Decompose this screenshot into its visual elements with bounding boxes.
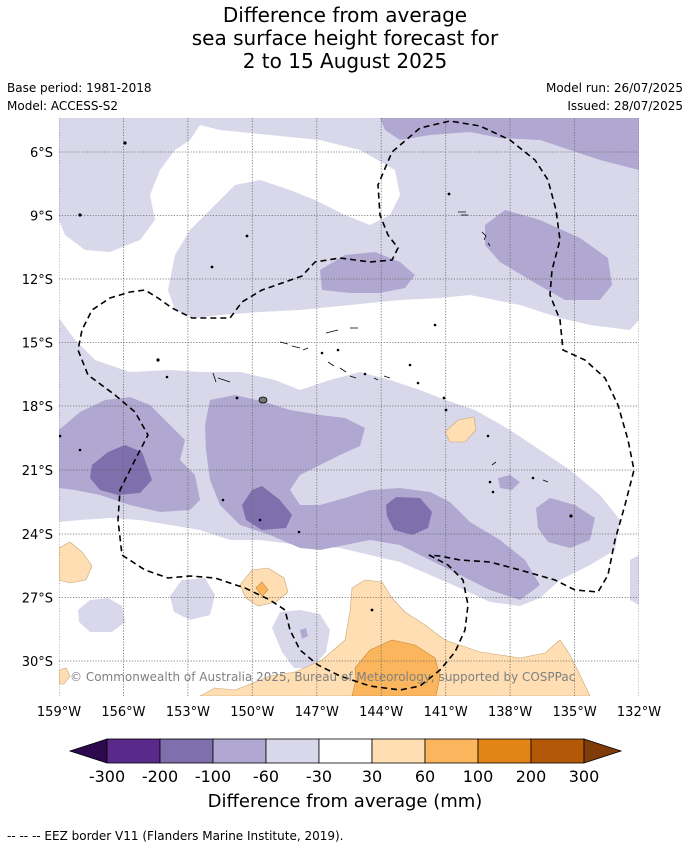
lat-label: 12°S (22, 273, 53, 288)
lat-label: 15°S (22, 337, 53, 352)
lat-label: 21°S (22, 464, 53, 479)
colorbar-bin (371, 738, 426, 764)
colorbar-bin (106, 738, 161, 764)
colorbar-bin (265, 738, 320, 764)
model-run: Model run: 26/07/2025 (545, 81, 683, 95)
colorbar: -300 -200 -100 -60 -30 30 60 100 200 300 (68, 738, 623, 786)
colorbar-bin (212, 738, 267, 764)
lon-label: 135°W (553, 705, 597, 720)
colorbar-bin (318, 738, 373, 764)
colorbar-tick-label: -200 (142, 767, 178, 786)
colorbar-tick-label: 30 (362, 767, 382, 786)
lon-label: 138°W (488, 705, 532, 720)
islands (59, 141, 573, 612)
colorbar-tick-label: 200 (516, 767, 547, 786)
model-name: Model: ACCESS-S2 (7, 99, 119, 113)
title-line-3: 2 to 15 August 2025 (242, 49, 448, 73)
lat-label: 9°S (30, 210, 53, 225)
lon-label: 156°W (101, 705, 145, 720)
colorbar-bin (477, 738, 532, 764)
lon-label: 159°W (37, 705, 81, 720)
colorbar-tick-label: 100 (463, 767, 494, 786)
copyright-text: © Commonwealth of Australia 2025, Bureau… (70, 670, 575, 684)
colorbar-tick-label: 60 (415, 767, 435, 786)
title-line-1: Difference from average (222, 3, 468, 27)
colorbar-tick-label: -300 (89, 767, 125, 786)
lon-label: 153°W (166, 705, 210, 720)
colorbar-bin (159, 738, 214, 764)
colorbar-bin (424, 738, 479, 764)
contour-mid-negative (59, 118, 639, 639)
eez-footnote: -- -- -- EEZ border V11 (Flanders Marine… (7, 829, 344, 843)
lon-label: 144°W (359, 705, 403, 720)
colorbar-bin (530, 738, 585, 764)
lon-label: 141°W (424, 705, 468, 720)
colorbar-low-extend (68, 738, 108, 764)
eez-border (77, 120, 635, 691)
lon-label: 132°W (617, 705, 661, 720)
colorbar-high-extend (583, 738, 623, 764)
lat-label: 30°S (22, 655, 53, 670)
base-period: Base period: 1981-2018 (7, 81, 152, 95)
colorbar-tick-label: -60 (253, 767, 279, 786)
lon-label: 147°W (295, 705, 339, 720)
colorbar-tick-label: -100 (195, 767, 231, 786)
title-line-2: sea surface height forecast for (191, 26, 499, 50)
graticule (59, 118, 639, 696)
map-plot-area: © Commonwealth of Australia 2025, Bureau… (59, 118, 639, 696)
colorbar-title: Difference from average (mm) (207, 791, 483, 812)
map-title: Difference from average sea surface heig… (0, 4, 690, 73)
axis-labels: 159°W 156°W 153°W 150°W 147°W 144°W 141°… (22, 146, 662, 720)
lat-label: 18°S (22, 400, 53, 415)
meta-left: Base period: 1981-2018 Model: ACCESS-S2 (7, 79, 152, 115)
lat-label: 24°S (22, 528, 53, 543)
lat-label: 6°S (30, 146, 53, 161)
lon-label: 150°W (230, 705, 274, 720)
colorbar-tick-label: -30 (306, 767, 332, 786)
issued-date: Issued: 28/07/2025 (567, 99, 683, 113)
meta-right: Model run: 26/07/2025 Issued: 28/07/2025 (546, 79, 683, 115)
lat-label: 27°S (22, 592, 53, 607)
colorbar-tick-label: 300 (569, 767, 600, 786)
